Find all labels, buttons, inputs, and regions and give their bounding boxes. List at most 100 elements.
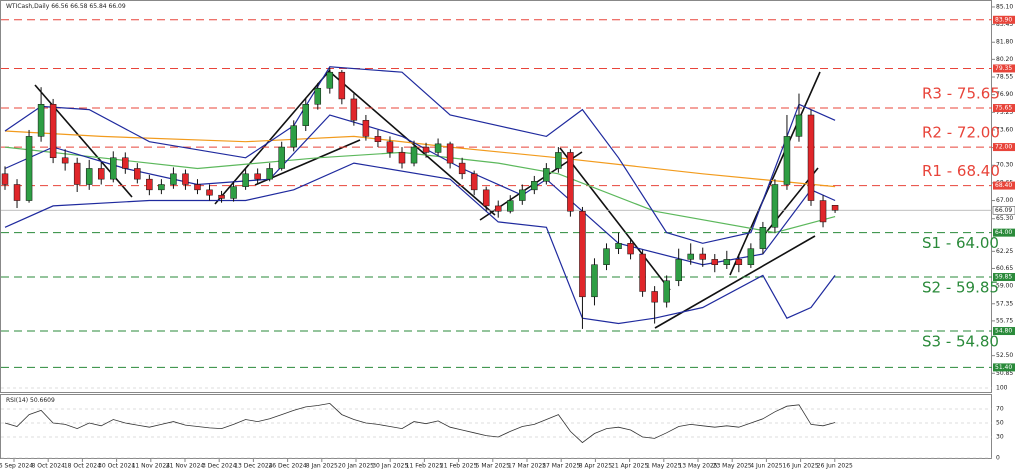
level-axis-box (993, 104, 1015, 113)
x-tick-label: 26 Sep 2024 (0, 463, 33, 470)
y-tick-label: 75.25 (996, 109, 1013, 116)
candle-body (795, 114, 803, 137)
candle-body (507, 200, 514, 212)
candle-body (25, 136, 33, 201)
candle-body (771, 184, 779, 228)
candle-body (194, 184, 201, 191)
candle-body (675, 259, 682, 282)
level-axis-label: 83.90 (995, 16, 1012, 23)
last-open: 66.56 (51, 3, 68, 10)
level-axis-label: 72.00 (995, 144, 1012, 151)
level-label: R3 - 75.65 (922, 85, 1000, 103)
last-low: 65.84 (89, 3, 106, 10)
level-label: S3 - 54.80 (922, 333, 999, 351)
x-tick-label: 8 Jan 2025 (306, 463, 338, 470)
overlay-line (4, 130, 836, 188)
level-axis-label: 51.40 (995, 364, 1012, 371)
x-tick-label: 13 May 2025 (678, 463, 717, 470)
candle-body (230, 186, 237, 199)
trendline (729, 71, 821, 276)
y-tick-label: 81.80 (996, 39, 1013, 46)
y-tick-label: 85.10 (996, 3, 1013, 10)
rsi-last: 50.6609 (30, 397, 55, 404)
level-axis-box (993, 64, 1015, 73)
candle-body (615, 243, 622, 249)
y-tick-label: 65.30 (996, 215, 1013, 222)
candle-body (783, 136, 791, 185)
x-tick-label: 20 Jan 2025 (338, 463, 374, 470)
level-axis-box (993, 143, 1015, 152)
candle-body (254, 173, 261, 180)
candle-body (591, 264, 598, 298)
x-tick-label: 17 Mar 2025 (508, 463, 546, 470)
candle-body (266, 168, 273, 180)
candle-body (206, 189, 213, 196)
rsi-tick-label: 0 (996, 455, 1000, 462)
y-tick-label: 50.85 (996, 370, 1013, 377)
candle-body (73, 162, 81, 185)
level-axis-label: 75.65 (995, 105, 1012, 112)
candle-body (639, 253, 646, 292)
candle-body (362, 120, 370, 137)
trendline (559, 147, 671, 291)
candle-body (134, 168, 141, 180)
level-axis-box (993, 228, 1015, 237)
x-tick-label: 8 Apr 2025 (579, 463, 612, 470)
candle-body (422, 146, 430, 153)
candle-body (494, 205, 502, 212)
candle-body (579, 210, 586, 298)
symbol: WTICash,Daily (6, 3, 50, 10)
candle-body (49, 104, 57, 159)
x-tick-label: 8 Oct 2024 (32, 463, 65, 470)
overlay-line (4, 66, 836, 244)
candle-body (470, 173, 478, 191)
candle-body (699, 253, 706, 260)
level-label: S2 - 59.85 (922, 279, 999, 297)
current-price-box (992, 206, 1015, 215)
candle-body (97, 168, 105, 180)
last-high: 66.58 (70, 3, 87, 10)
level-axis-label: 54.80 (995, 328, 1012, 335)
x-tick-label: 18 Oct 2024 (64, 463, 101, 470)
x-tick-label: 4 Jun 2025 (750, 463, 782, 470)
current-price-label: 66.09 (995, 207, 1012, 214)
candle-body (807, 114, 815, 201)
y-tick-label: 60.65 (996, 265, 1013, 272)
candle-body (37, 104, 45, 137)
x-tick-label: 11 Feb 2025 (406, 463, 444, 470)
x-tick-label: 26 Jun 2025 (817, 463, 853, 470)
candle-body (831, 205, 839, 211)
rsi-line (4, 402, 836, 444)
candle-body (122, 157, 129, 169)
candle-body (182, 173, 189, 185)
y-tick-label: 57.35 (996, 300, 1013, 307)
overlay-line (4, 146, 836, 234)
y-tick-label: 67.00 (996, 197, 1013, 204)
candle-body (482, 189, 490, 207)
candle-body (434, 143, 442, 153)
trendline (34, 84, 133, 198)
chart-header: WTICash,Daily 66.56 66.58 65.84 66.09 (6, 3, 126, 10)
level-label: R1 - 68.40 (922, 162, 1000, 180)
x-tick-label: 1 May 2025 (646, 463, 681, 470)
candle-body (290, 125, 297, 148)
candle-body (759, 227, 767, 249)
candle-body (158, 184, 165, 191)
candle-body (651, 291, 658, 303)
candle-body (278, 146, 285, 169)
candle-body (723, 259, 731, 265)
candle-body (410, 146, 418, 164)
y-tick-label: 73.60 (996, 126, 1013, 133)
y-tick-label: 76.90 (996, 91, 1013, 98)
candle-body (85, 168, 93, 185)
last-close: 66.09 (109, 3, 126, 10)
rsi-tick-label: 50 (996, 420, 1004, 427)
candle-body (13, 184, 21, 201)
candle-body (386, 141, 394, 153)
level-axis-box (993, 327, 1015, 336)
x-tick-label: 23 May 2025 (713, 463, 752, 470)
candle-body (627, 243, 634, 255)
candle-body (603, 248, 610, 265)
x-tick-label: 21 Apr 2025 (611, 463, 648, 470)
